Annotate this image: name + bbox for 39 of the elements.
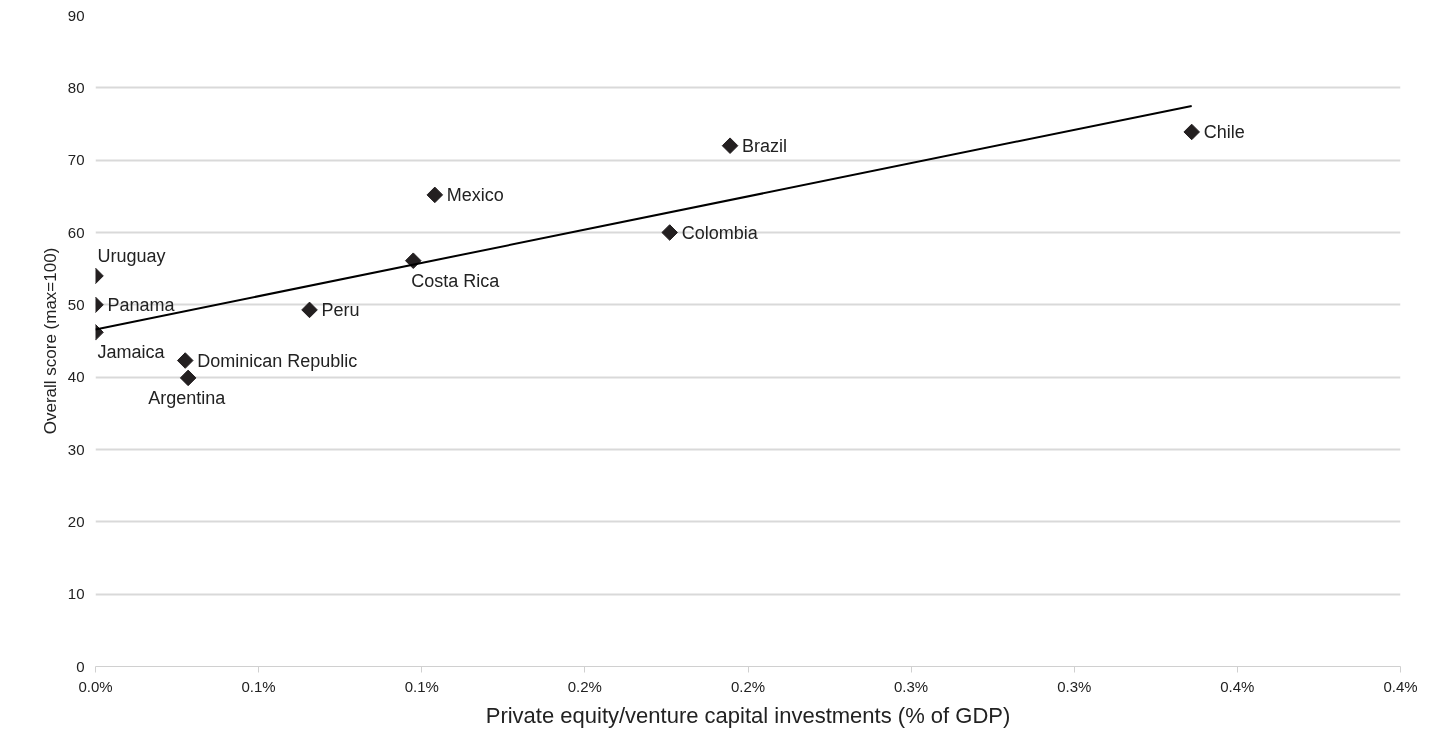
point: [176, 352, 194, 369]
point: [426, 186, 444, 204]
y-tick-label: 50: [67, 295, 85, 313]
annotation: Argentina: [148, 387, 227, 408]
x-tick-label: 0.1%: [241, 677, 276, 695]
annotation: Dominican Republic: [197, 350, 358, 371]
x-tick-label: 0.1%: [404, 677, 439, 695]
annotation: Mexico: [446, 184, 504, 205]
annotation: Brazil: [742, 135, 788, 156]
annotation: Colombia: [681, 222, 759, 243]
annotation: Panama: [107, 294, 176, 315]
point: [1183, 123, 1200, 141]
y-tick-label: 70: [67, 151, 85, 169]
annotation: Uruguay: [97, 245, 166, 266]
x-tick-label: 0.0%: [78, 677, 113, 695]
point: [661, 224, 678, 241]
y-tick-label: 0: [76, 657, 85, 675]
y-tick-label: 10: [67, 585, 85, 603]
x-tick-label: 0.2%: [567, 677, 602, 695]
annotation: Peru: [321, 299, 360, 320]
annotation: Chile: [1203, 121, 1245, 142]
point: [179, 369, 197, 387]
y-tick-label: 60: [67, 223, 85, 241]
annotation: Jamaica: [97, 342, 166, 363]
annotation: Costa Rica: [411, 270, 501, 291]
x-tick-label: 0.3%: [894, 677, 929, 695]
x-tick-label: 0.2%: [730, 677, 766, 695]
y-tick-label: 80: [67, 78, 85, 96]
point: [721, 137, 739, 154]
y-axis-title: Overall score (max=100): [40, 247, 60, 435]
x-axis-title: Private equity/venture capital investments (% of GDP): [485, 702, 1011, 728]
y-tick-label: 90: [67, 6, 85, 24]
y-tick-label: 40: [67, 368, 85, 386]
point: [301, 301, 318, 319]
y-tick-label: 30: [67, 440, 85, 458]
x-tick-label: 0.3%: [1057, 677, 1092, 695]
x-tick-label: 0.4%: [1220, 677, 1255, 695]
y-tick-label: 20: [67, 512, 85, 530]
x-tick-label: 0.4%: [1383, 677, 1418, 695]
